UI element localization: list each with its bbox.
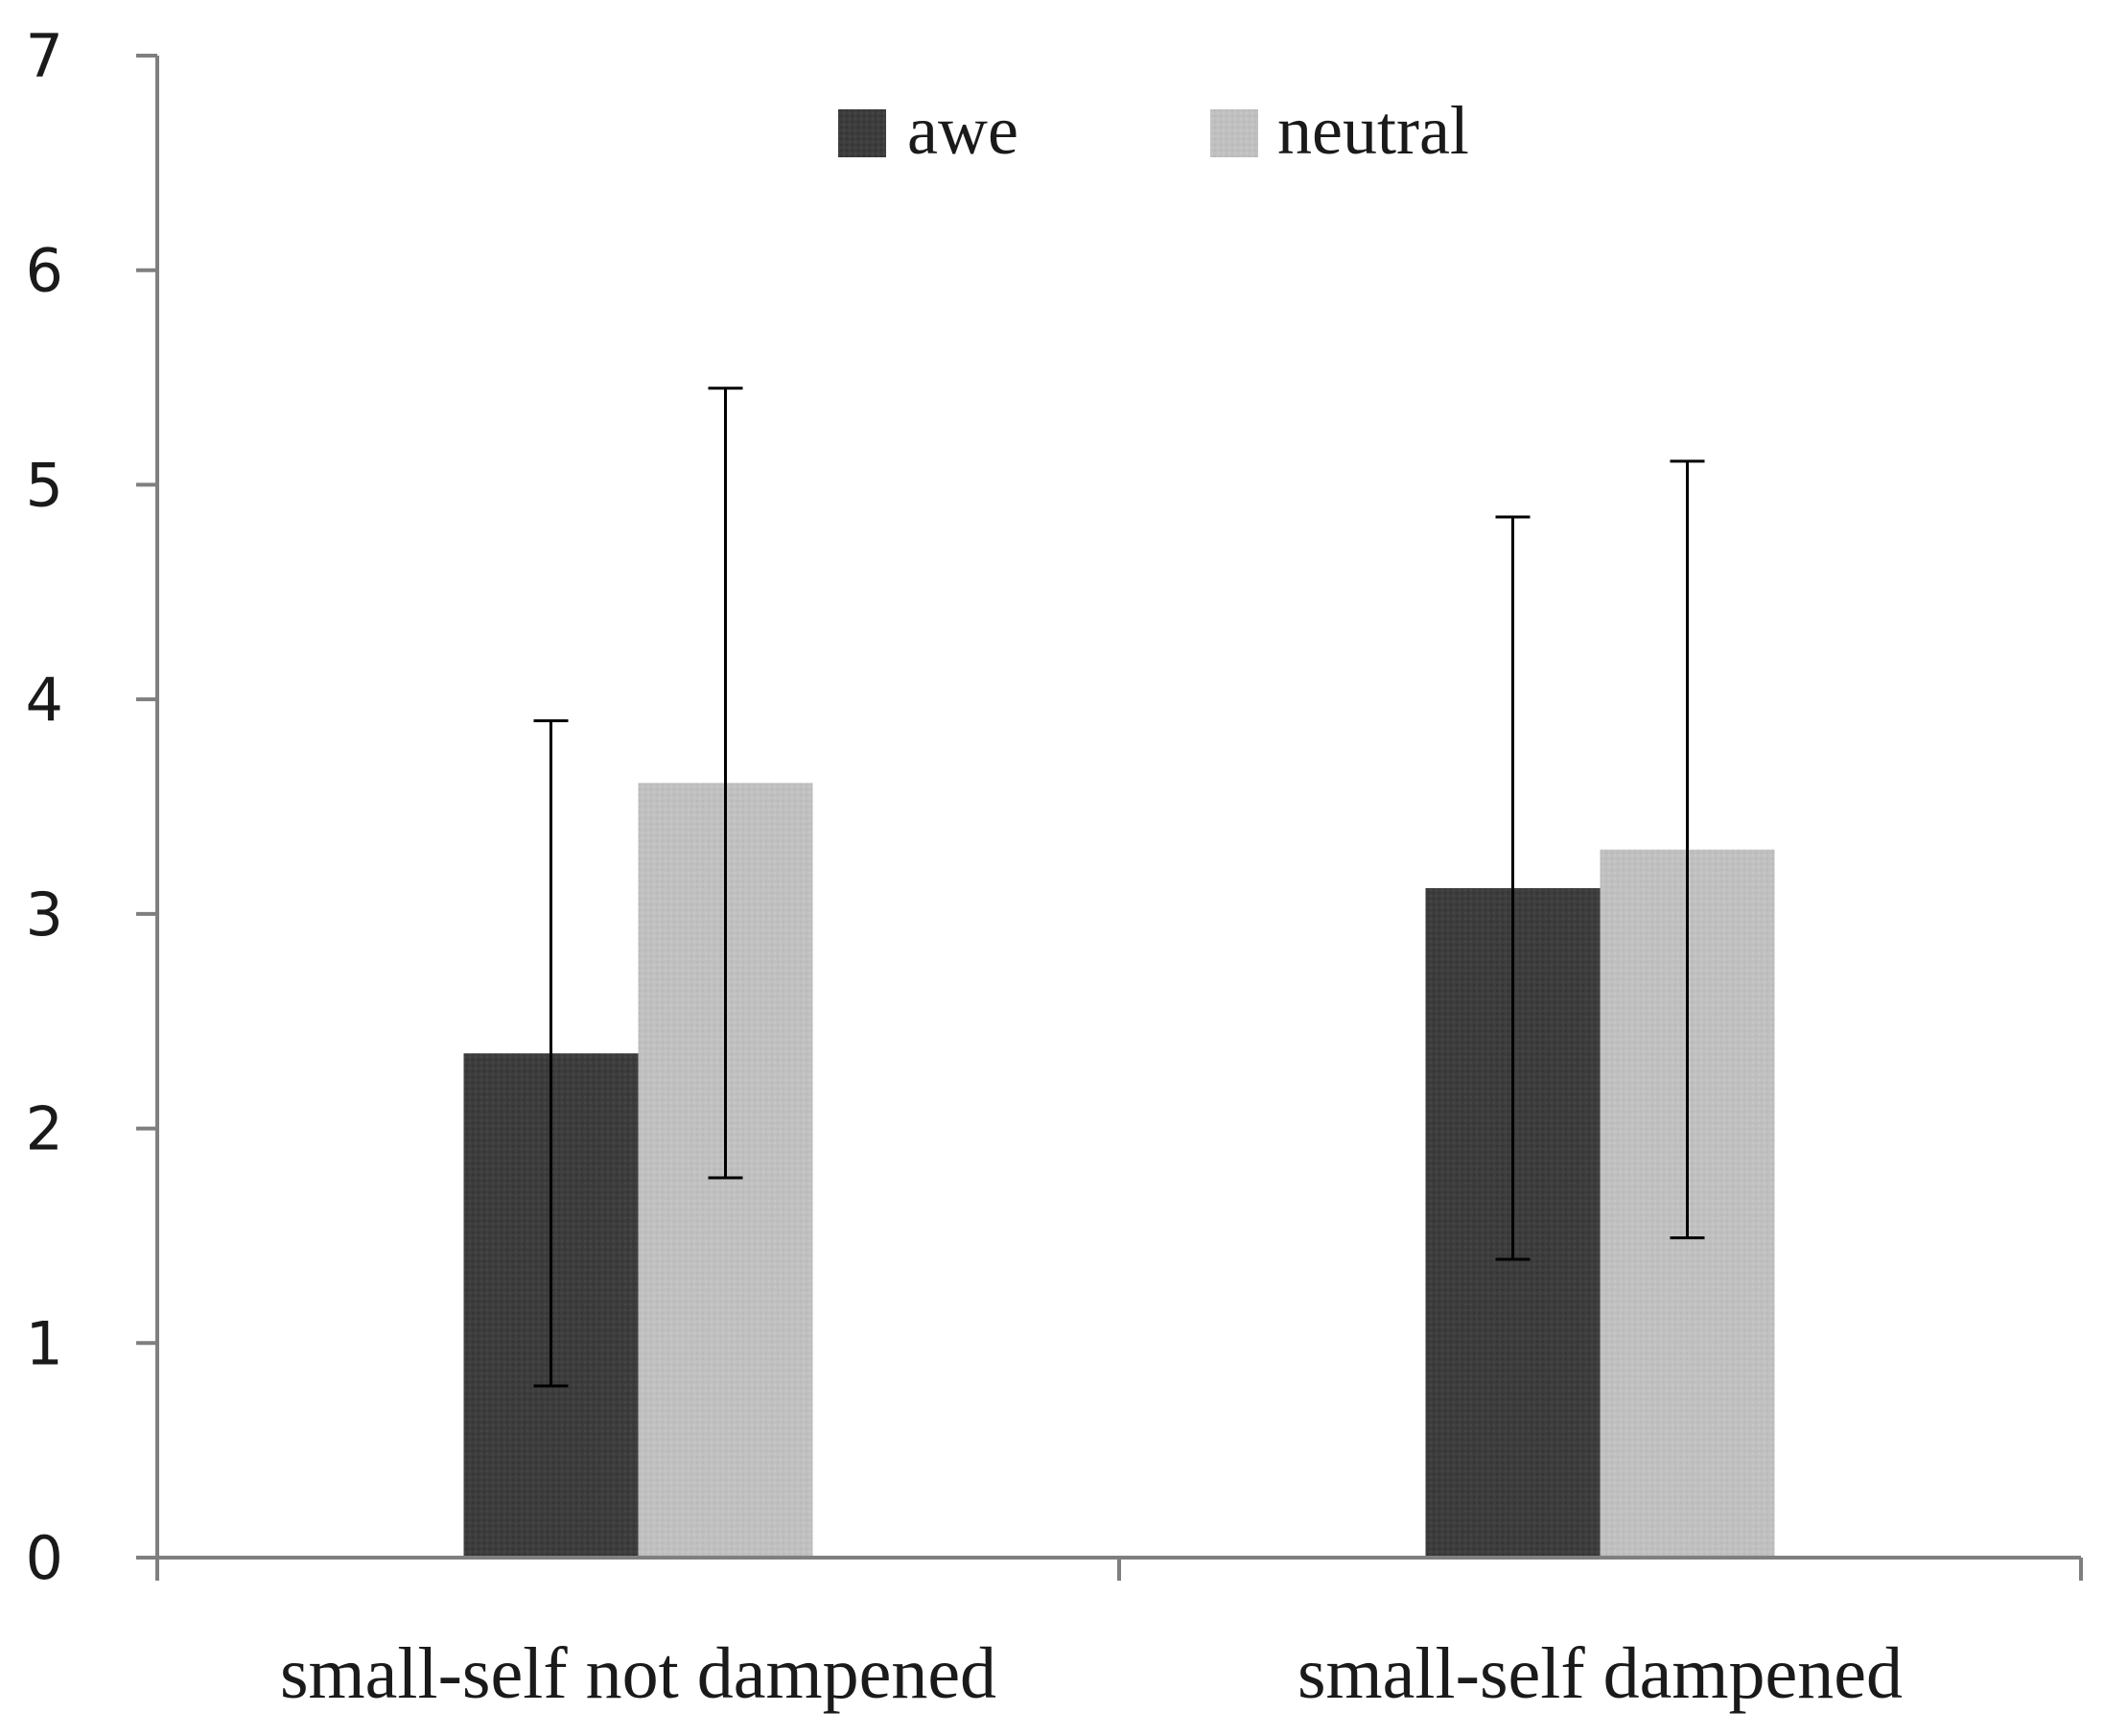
legend-label-neutral: neutral (1277, 92, 1469, 169)
legend-swatch-neutral (1210, 109, 1258, 157)
axes (136, 54, 2083, 1581)
y-tick-label: 0 (26, 1523, 63, 1593)
y-tick-label: 6 (26, 236, 63, 306)
error-bars-layer (533, 387, 1705, 1388)
y-tick-label: 7 (26, 21, 63, 91)
y-tick-label: 2 (26, 1094, 63, 1164)
legend: awe neutral (838, 92, 1469, 169)
x-category-label: small-self not dampened (280, 1633, 996, 1714)
y-tick-label: 5 (26, 450, 63, 520)
y-tick-label: 3 (26, 880, 63, 950)
x-category-label: small-self dampened (1297, 1633, 1903, 1714)
bars-layer (463, 783, 1775, 1558)
tick-labels: 0 1 2 3 4 5 6 7 small-self not dampened small-sel… (26, 21, 1903, 1714)
y-tick-label: 4 (26, 665, 63, 735)
legend-swatch-awe (838, 109, 886, 157)
y-tick-label: 1 (26, 1308, 63, 1378)
legend-label-awe: awe (907, 92, 1018, 169)
